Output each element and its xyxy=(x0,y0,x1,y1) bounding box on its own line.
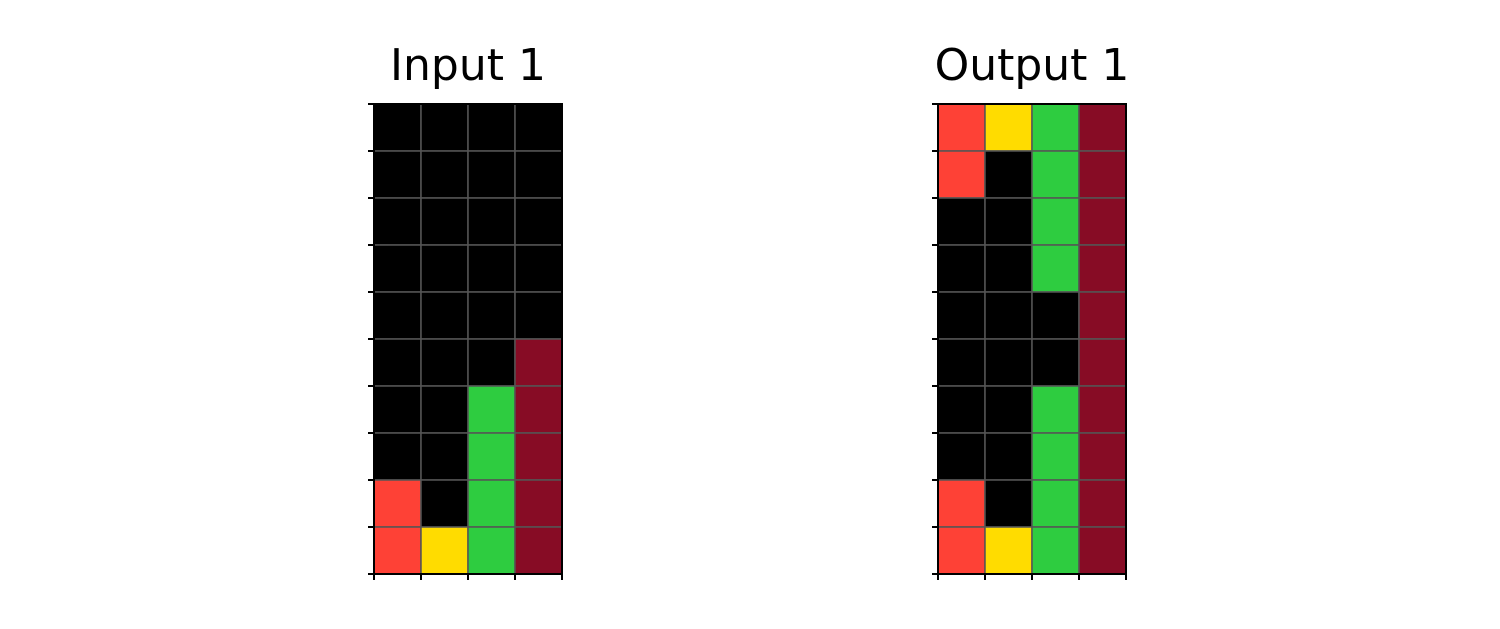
grid-cell xyxy=(937,244,986,293)
grid-cell xyxy=(373,526,422,575)
input-title: Input 1 xyxy=(390,40,546,91)
output-grid xyxy=(932,103,1127,580)
grid-cell xyxy=(514,432,563,481)
grid-cell xyxy=(1078,385,1127,434)
grid-cell xyxy=(1078,432,1127,481)
output-title: Output 1 xyxy=(934,40,1130,91)
grid-cell xyxy=(514,385,563,434)
grid-cell xyxy=(420,432,469,481)
grid-cell xyxy=(373,244,422,293)
grid-cell xyxy=(373,338,422,387)
grid-cell xyxy=(514,150,563,199)
grid-cell xyxy=(984,244,1033,293)
grid-cell xyxy=(467,432,516,481)
grid-cell xyxy=(373,150,422,199)
grid-cell xyxy=(1031,479,1080,528)
grid-cell xyxy=(984,150,1033,199)
grid-cell xyxy=(937,291,986,340)
grid-cell xyxy=(420,385,469,434)
grid-cell xyxy=(467,197,516,246)
grid-cell xyxy=(1031,432,1080,481)
grid-cell xyxy=(984,197,1033,246)
grid-cell xyxy=(1031,526,1080,575)
grid-cell xyxy=(937,385,986,434)
grid-cell xyxy=(1078,150,1127,199)
grid-cell xyxy=(1031,338,1080,387)
grid-cell xyxy=(1031,103,1080,152)
grid-cell xyxy=(467,291,516,340)
grid-cell xyxy=(1031,244,1080,293)
grid-cell xyxy=(937,197,986,246)
grid-cell xyxy=(984,432,1033,481)
grid-cell xyxy=(1078,103,1127,152)
grid-cell xyxy=(420,244,469,293)
grid-cell xyxy=(420,291,469,340)
grid-cell xyxy=(467,338,516,387)
grid-cell xyxy=(467,103,516,152)
grid-cell xyxy=(937,103,986,152)
grid-cell xyxy=(420,338,469,387)
grid-cell xyxy=(937,150,986,199)
grid-cell xyxy=(1078,479,1127,528)
grid-cell xyxy=(420,150,469,199)
grid-cell xyxy=(420,103,469,152)
grid-cell xyxy=(984,103,1033,152)
grid-cell xyxy=(984,526,1033,575)
grid-cell xyxy=(1078,197,1127,246)
grid-cell xyxy=(420,479,469,528)
grid-cell xyxy=(514,338,563,387)
grid-cell xyxy=(514,103,563,152)
grid-cell xyxy=(1078,526,1127,575)
grid-cell xyxy=(467,150,516,199)
grid-cell xyxy=(467,526,516,575)
grid-cell xyxy=(1078,291,1127,340)
grid-cell xyxy=(1078,338,1127,387)
grid-cell xyxy=(937,526,986,575)
grid-cell xyxy=(373,385,422,434)
grid-cell xyxy=(420,197,469,246)
grid-cell xyxy=(420,526,469,575)
grid-cell xyxy=(373,479,422,528)
grid-cell xyxy=(1031,291,1080,340)
grid-cell xyxy=(984,479,1033,528)
grid-cell xyxy=(1031,197,1080,246)
grid-cell xyxy=(373,197,422,246)
grid-cell xyxy=(1031,385,1080,434)
grid-cell xyxy=(514,197,563,246)
grid-cell xyxy=(984,385,1033,434)
grid-cell xyxy=(514,244,563,293)
grid-cell xyxy=(937,479,986,528)
grid-cell xyxy=(984,291,1033,340)
grid-cell xyxy=(373,291,422,340)
grid-cell xyxy=(937,338,986,387)
grid-cell xyxy=(1078,244,1127,293)
grid-cell xyxy=(1031,150,1080,199)
input-grid xyxy=(368,103,563,580)
grid-cell xyxy=(373,103,422,152)
grid-cell xyxy=(514,291,563,340)
grid-cell xyxy=(467,244,516,293)
grid-cell xyxy=(514,526,563,575)
grid-cell xyxy=(937,432,986,481)
grid-cell xyxy=(467,385,516,434)
grid-cell xyxy=(373,432,422,481)
grid-cell xyxy=(467,479,516,528)
grid-cell xyxy=(984,338,1033,387)
grid-cell xyxy=(514,479,563,528)
